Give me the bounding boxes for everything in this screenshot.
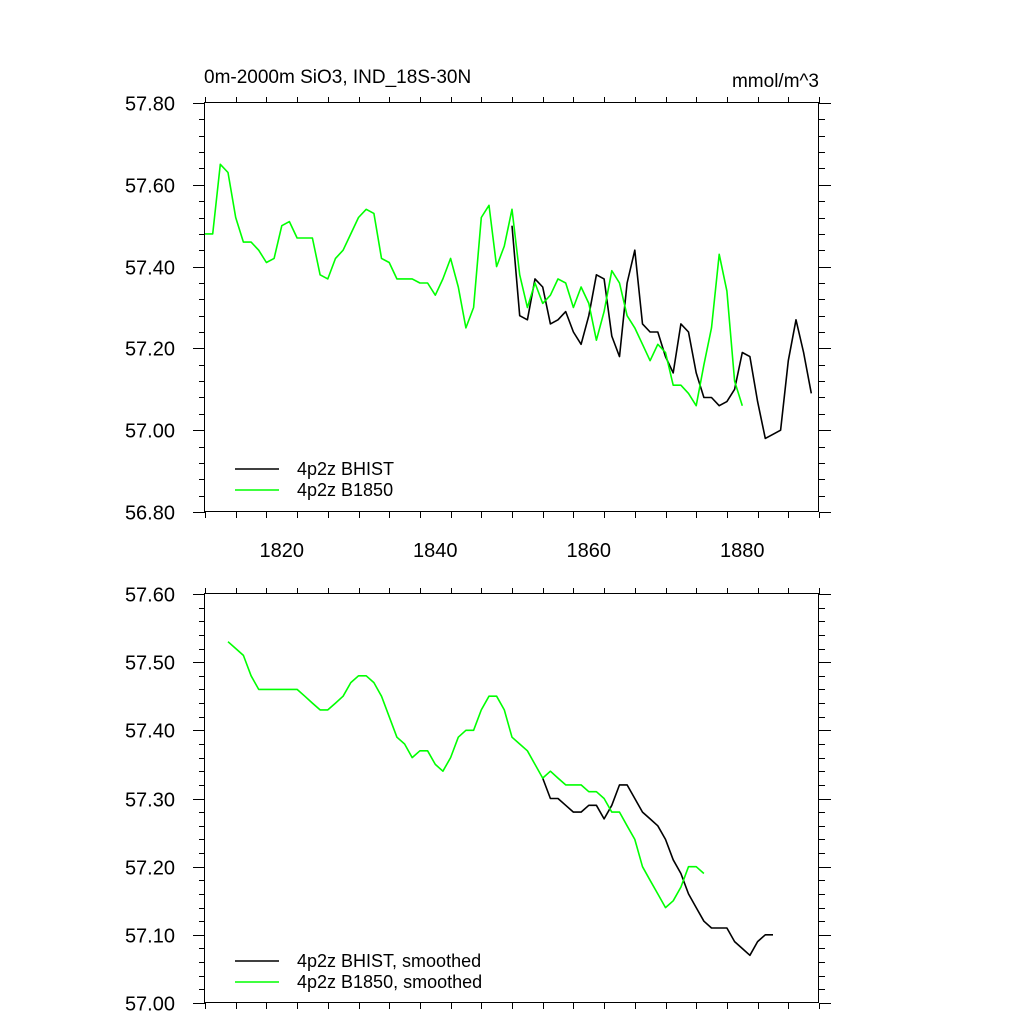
- top-axes: 1820 1840 1860 1880 56.80 57.00 57.20 57.40 57.6…: [125, 94, 831, 562]
- x-tick-label: 1840: [413, 540, 458, 562]
- series-group: [227, 641, 773, 957]
- series-line-b1850: [205, 163, 744, 407]
- series-line-b1850: [227, 641, 705, 909]
- legend-label-bhist-smoothed: 4p2z BHIST, smoothed: [297, 951, 481, 971]
- chart-title: 0m-2000m SiO3, IND_18S-30N: [204, 67, 471, 88]
- units-label: mmol/m^3: [732, 71, 819, 92]
- x-tick-label: 1820: [260, 540, 305, 562]
- series-line-bhist: [511, 225, 813, 440]
- y-tick-label: 57.60: [125, 176, 175, 198]
- series-line-bhist: [541, 777, 773, 957]
- y-tick-label: 57.40: [125, 721, 175, 743]
- y-tick-label: 57.60: [125, 585, 175, 607]
- y-tick-label: 57.00: [125, 421, 175, 443]
- bottom-legend: 4p2z BHIST, smoothed 4p2z B1850, smoothe…: [235, 951, 482, 992]
- bottom-plot-frame: [204, 593, 819, 1003]
- bottom-axes: 57.00 57.10 57.20 57.30 57.40 57.50 57.60: [125, 585, 831, 1016]
- series-group: [205, 163, 813, 440]
- y-tick-label: 57.40: [125, 258, 175, 280]
- x-tick-label: 1880: [720, 540, 765, 562]
- y-tick-label: 57.20: [125, 339, 175, 361]
- legend-label-bhist: 4p2z BHIST: [297, 459, 394, 479]
- top-legend: 4p2z BHIST 4p2z B1850: [235, 459, 394, 500]
- y-tick-label: 57.20: [125, 858, 175, 880]
- y-tick-label: 56.80: [125, 503, 175, 525]
- top-panel: 0m-2000m SiO3, IND_18S-30N mmol/m^3 1820…: [125, 67, 831, 562]
- bottom-panel: 57.00 57.10 57.20 57.30 57.40 57.50 57.60 4p2z…: [125, 585, 831, 1016]
- y-tick-label: 57.80: [125, 94, 175, 116]
- y-tick-label: 57.30: [125, 790, 175, 812]
- y-tick-label: 57.00: [125, 994, 175, 1016]
- y-tick-label: 57.50: [125, 653, 175, 675]
- top-plot-frame: [204, 102, 819, 512]
- legend-label-b1850: 4p2z B1850: [297, 480, 393, 500]
- y-tick-label: 57.10: [125, 926, 175, 948]
- x-tick-label: 1860: [567, 540, 612, 562]
- legend-label-b1850-smoothed: 4p2z B1850, smoothed: [297, 972, 482, 992]
